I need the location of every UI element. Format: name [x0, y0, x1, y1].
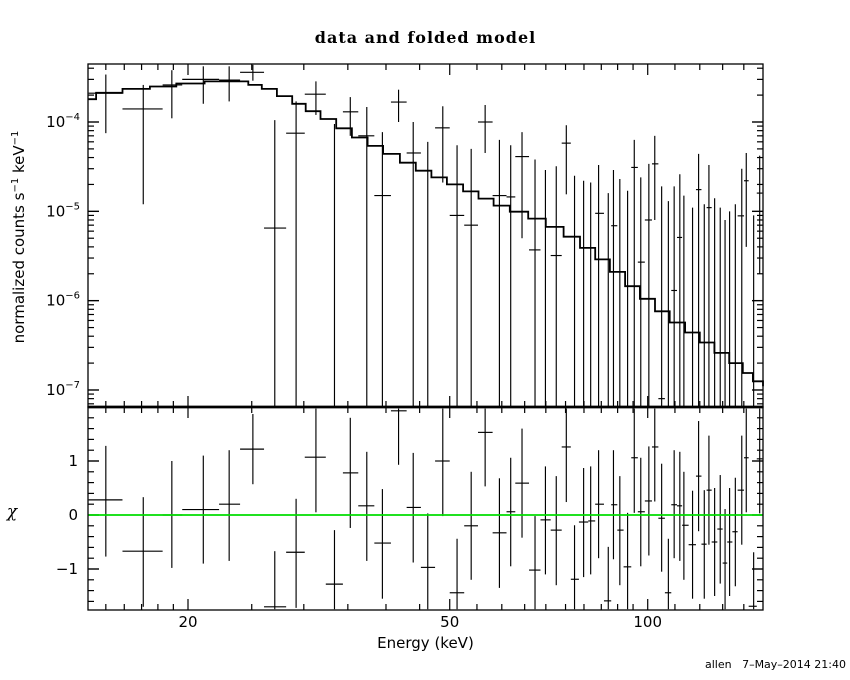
model-histogram — [88, 80, 764, 387]
y-axis-label-text: normalized counts s — [10, 192, 28, 344]
y-tick-label: 10−4 — [46, 112, 80, 131]
x-tick-label: 20 — [178, 613, 197, 631]
plot-stamp: allen 7–May–2014 21:40 — [704, 658, 846, 671]
x-tick-label: 100 — [633, 613, 662, 631]
y-tick-label: 10−7 — [46, 380, 80, 399]
y-axis-label-sup2: −1 — [10, 130, 21, 146]
chi-tick-label: 0 — [68, 506, 78, 524]
x-tick-label: 50 — [440, 613, 459, 631]
y-tick-label: 10−5 — [46, 201, 80, 220]
y-axis-label-sup1: −1 — [10, 177, 21, 193]
chi-tick-label: −1 — [56, 560, 78, 578]
y-axis-label-counts: normalized counts s−1 keV−1 — [10, 131, 28, 344]
chart-title: data and folded model — [314, 28, 537, 47]
y-axis-label-text2: keV — [10, 145, 28, 178]
chi-tick-label: 1 — [68, 452, 78, 470]
y-axis-label-chi: χ — [6, 502, 18, 522]
x-axis-label: Energy (keV) — [377, 634, 474, 652]
y-tick-label: 10−6 — [46, 291, 80, 310]
